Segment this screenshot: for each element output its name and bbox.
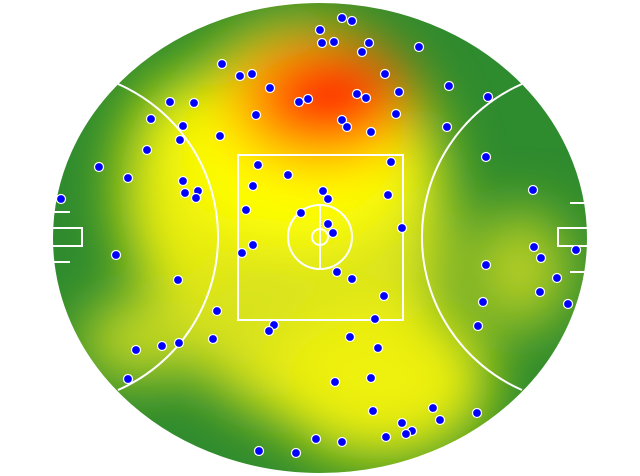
point (250, 109, 262, 121)
point (363, 37, 375, 49)
point (480, 151, 492, 163)
point (327, 227, 339, 239)
point (207, 333, 219, 345)
point (173, 337, 185, 349)
point (535, 252, 547, 264)
point (264, 82, 276, 94)
point (211, 305, 223, 317)
point (346, 15, 358, 27)
point (110, 249, 122, 261)
point (472, 320, 484, 332)
point (253, 445, 265, 457)
point (351, 88, 363, 100)
point (236, 247, 248, 259)
point (322, 193, 334, 205)
point (282, 169, 294, 181)
point (302, 93, 314, 105)
point (427, 402, 439, 414)
point (482, 91, 494, 103)
point (396, 222, 408, 234)
point (141, 144, 153, 156)
point (356, 46, 368, 58)
point (240, 204, 252, 216)
point (234, 70, 246, 82)
point (55, 193, 67, 205)
point (247, 180, 259, 192)
point (130, 344, 142, 356)
point (528, 241, 540, 253)
point (360, 92, 372, 104)
point (122, 172, 134, 184)
point (252, 159, 264, 171)
point (190, 192, 202, 204)
point (379, 68, 391, 80)
point (322, 218, 334, 230)
point (365, 126, 377, 138)
point (172, 274, 184, 286)
point (188, 97, 200, 109)
point (380, 431, 392, 443)
point (346, 273, 358, 285)
point (329, 376, 341, 388)
point (390, 108, 402, 120)
point (393, 86, 405, 98)
point (145, 113, 157, 125)
point (290, 447, 302, 459)
point (344, 331, 356, 343)
point (328, 36, 340, 48)
point (372, 342, 384, 354)
point (551, 272, 563, 284)
point (331, 266, 343, 278)
point (122, 373, 134, 385)
point (177, 120, 189, 132)
point (527, 184, 539, 196)
point (263, 325, 275, 337)
point (443, 80, 455, 92)
point (247, 239, 259, 251)
point (400, 428, 412, 440)
point (562, 298, 574, 310)
point (341, 121, 353, 133)
point (369, 313, 381, 325)
point (216, 58, 228, 70)
point (336, 436, 348, 448)
point (295, 207, 307, 219)
point (336, 12, 348, 24)
point (434, 414, 446, 426)
point (214, 130, 226, 142)
field-markings (51, 1, 589, 475)
point (396, 417, 408, 429)
point (179, 187, 191, 199)
point (177, 175, 189, 187)
point (385, 156, 397, 168)
point (367, 405, 379, 417)
point (534, 286, 546, 298)
point (164, 96, 176, 108)
point (382, 189, 394, 201)
point (174, 134, 186, 146)
point (314, 24, 326, 36)
point (378, 290, 390, 302)
point (336, 114, 348, 126)
point (480, 259, 492, 271)
point (156, 340, 168, 352)
point (570, 244, 582, 256)
point (317, 185, 329, 197)
point (365, 372, 377, 384)
point (413, 41, 425, 53)
point (471, 407, 483, 419)
point (316, 37, 328, 49)
point (310, 433, 322, 445)
point (477, 296, 489, 308)
point (93, 161, 105, 173)
point (293, 96, 305, 108)
point (246, 68, 258, 80)
point (441, 121, 453, 133)
